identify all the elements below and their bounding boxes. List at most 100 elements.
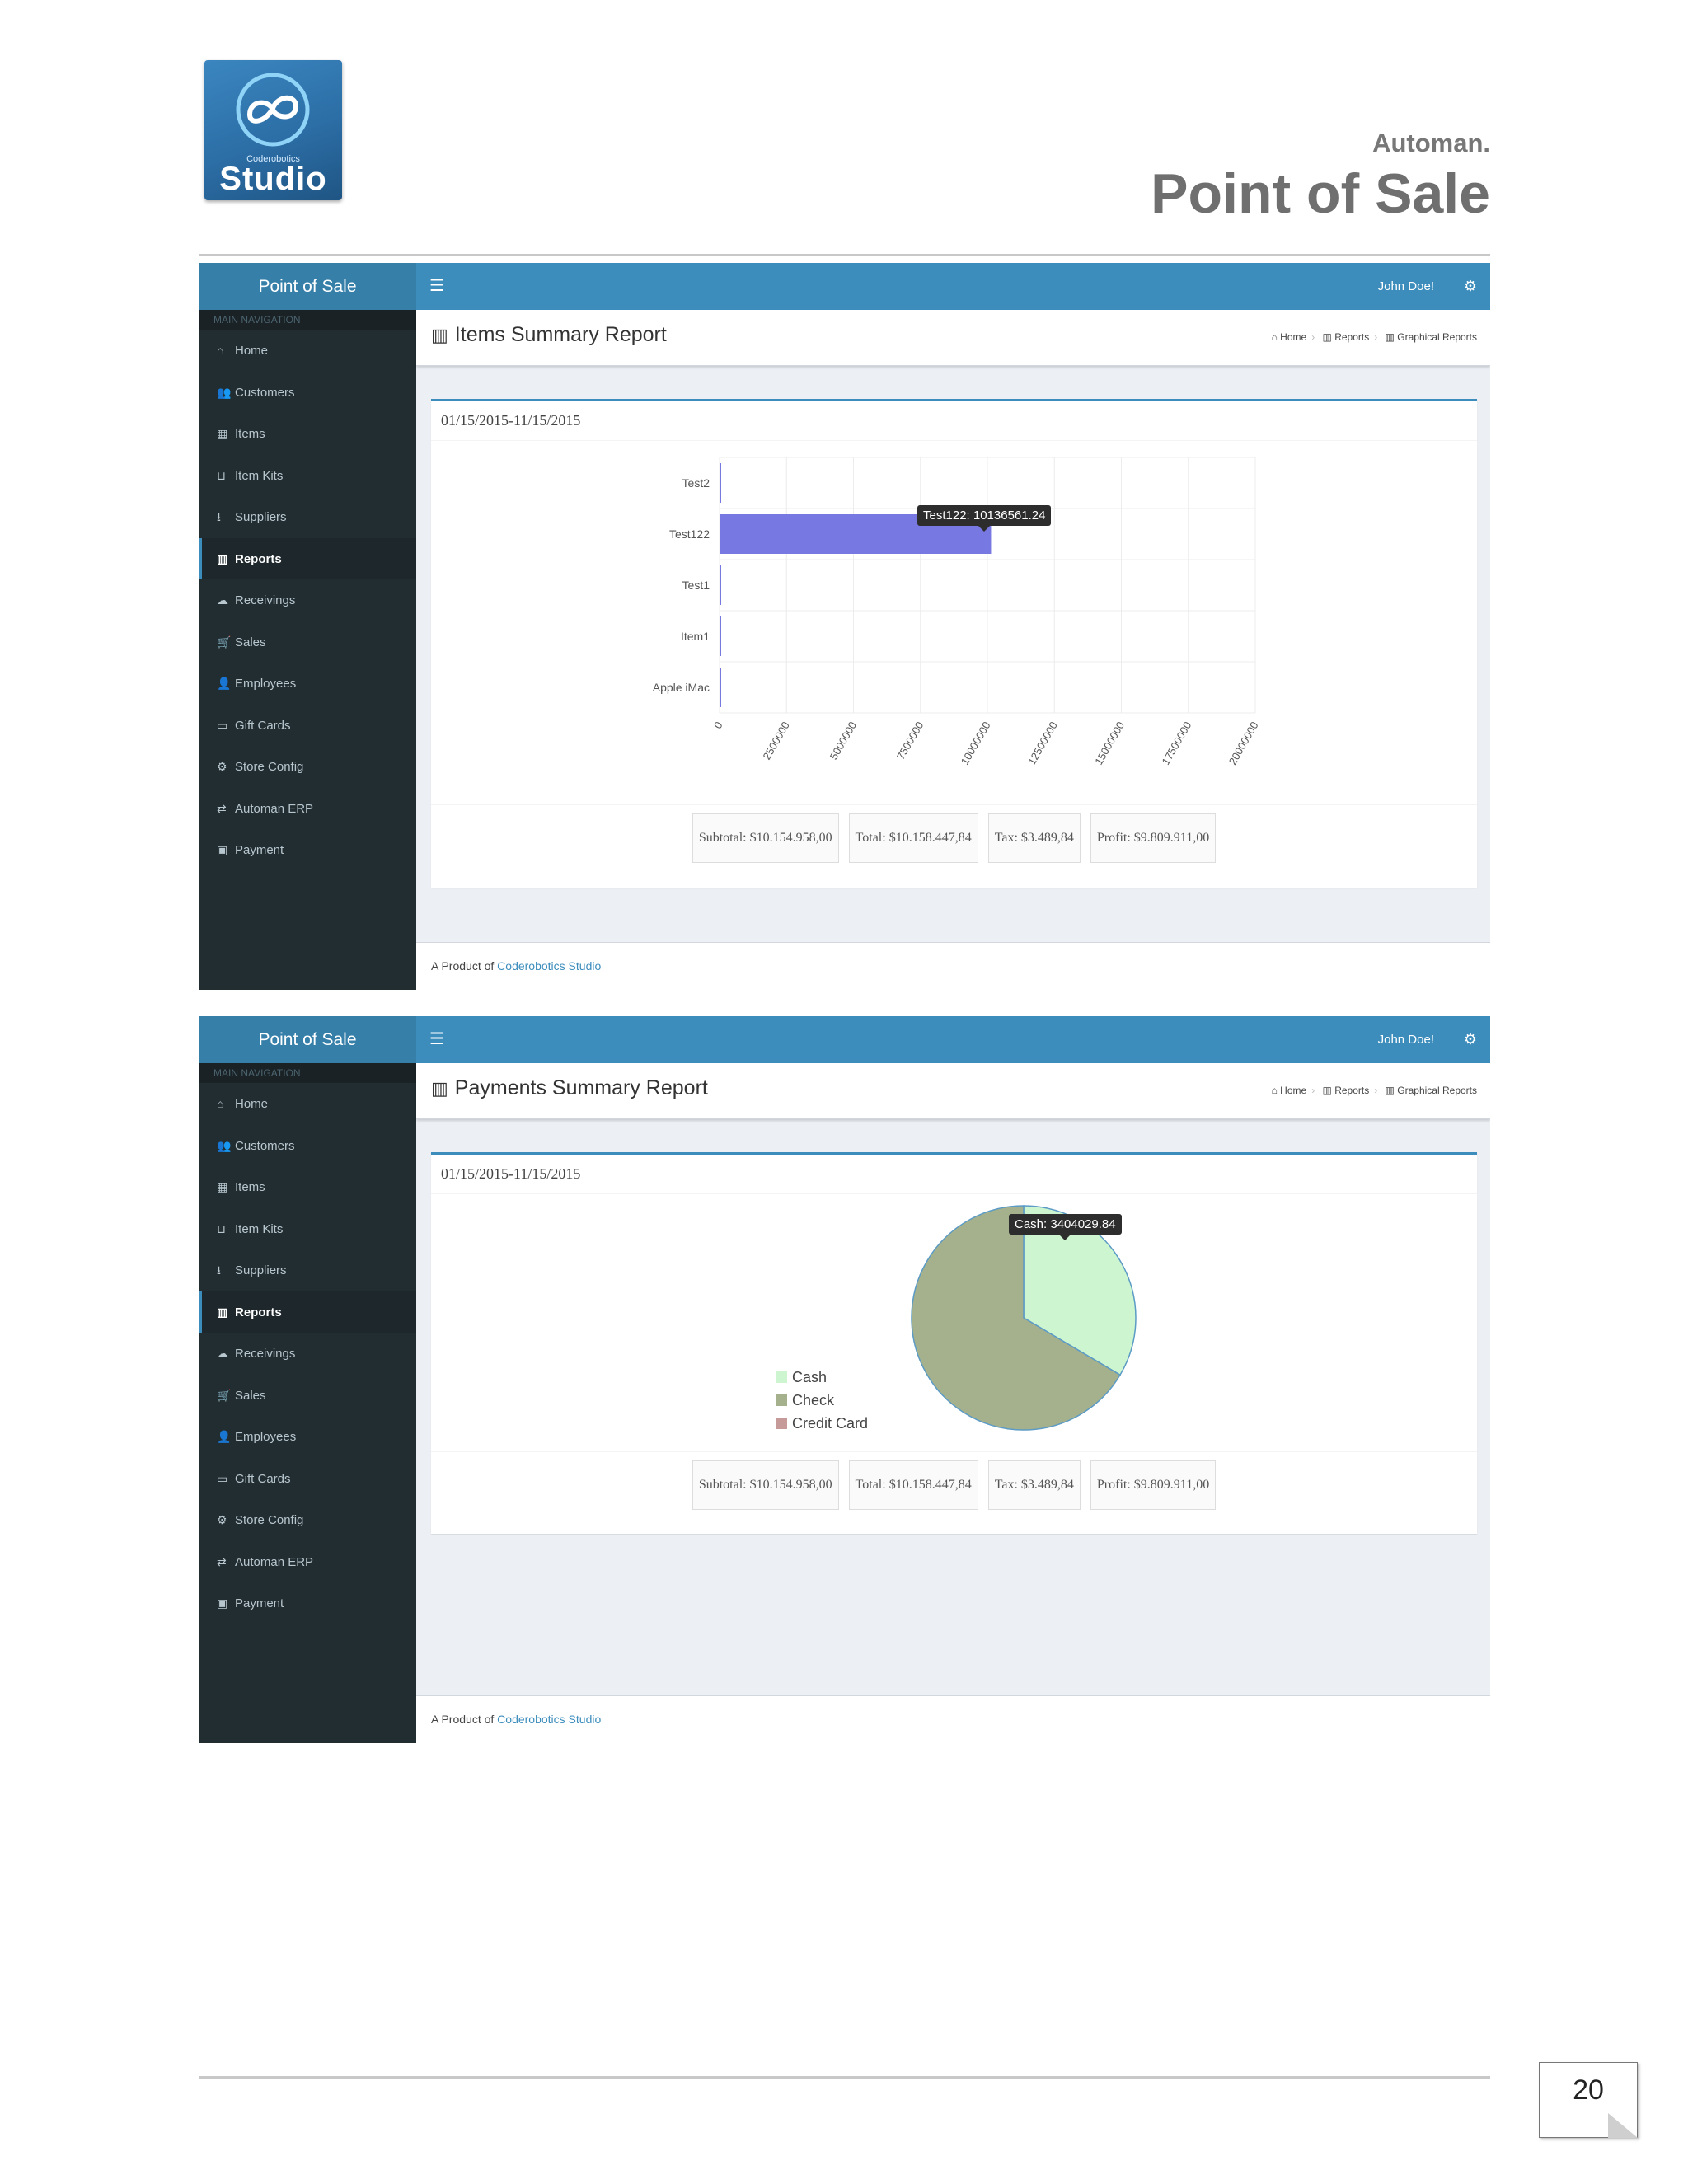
sidebar-item-reports[interactable]: ▥ Reports [199,537,416,579]
user-menu[interactable]: John Doe! [1377,279,1434,293]
sidebar-item-reports[interactable]: ▥ Reports [199,1291,416,1333]
sidebar-item-receivings[interactable]: ☁ Receivings [199,1333,416,1375]
footer-link[interactable]: Coderobotics Studio [497,959,602,972]
bar[interactable] [720,616,721,656]
sidebar-item-items[interactable]: ▦ Items [199,413,416,455]
sidebar-item-automan-erp[interactable]: ⇄ Automan ERP [199,1541,416,1583]
legend-label: Credit Card [792,1415,869,1432]
chart-tooltip: Cash: 3404029.84 [1009,1214,1122,1240]
sidebar-item-gift-cards[interactable]: ▭ Gift Cards [199,1458,416,1500]
download-icon: ⭳ [217,1263,221,1277]
sidebar-item-automan-erp[interactable]: ⇄ Automan ERP [199,788,416,830]
sidebar-item-sales[interactable]: 🛒 Sales [199,621,416,663]
pie-legend: Cash Check Credit Card [776,1366,868,1435]
credit-card-icon: ▭ [217,1471,228,1485]
home-icon: ⌂ [217,344,224,357]
sidebar-item-home[interactable]: ⌂ Home [199,1083,416,1125]
coderobotics-studio-logo: Coderobotics Studio [204,60,342,200]
sidebar-item-item-kits[interactable]: ⊔ Item Kits [199,455,416,497]
sidebar-item-items[interactable]: ▦ Items [199,1166,416,1208]
legend-label: Cash [792,1369,828,1385]
document-title: Point of Sale [1151,162,1490,225]
pie-slice[interactable] [911,1205,1122,1431]
home-icon: ⌂ [1271,331,1278,343]
breadcrumb-reports[interactable]: Reports [1334,1085,1370,1096]
money-icon: ▣ [217,843,228,856]
bar-chart-icon: ▥ [217,1305,228,1319]
sidebar-item-label: Sales [235,635,266,649]
sidebar-item-payment[interactable]: ▣ Payment [199,1582,416,1624]
exchange-icon: ⇄ [217,801,227,815]
bar[interactable] [720,565,721,605]
inbox-icon: ⊔ [217,468,226,482]
pie-slice[interactable] [1023,1205,1137,1376]
sidebar-item-payment[interactable]: ▣ Payment [199,829,416,871]
sidebar-item-suppliers[interactable]: ⭳ Suppliers [199,496,416,538]
sidebar-item-store-config[interactable]: ⚙ Store Config [199,1499,416,1541]
sidebar-item-label: Reports [235,1305,282,1319]
sidebar-item-label: Payment [235,1596,284,1610]
logo-big-text: Studio [219,161,327,197]
sidebar-item-label: Items [235,427,265,441]
user-menu[interactable]: John Doe! [1377,1033,1434,1047]
items-bar-chart: 0 2500000 5000000 7500000 10000000 12500000 15… [653,457,1261,767]
bar[interactable] [720,463,721,503]
sidebar-item-sales[interactable]: 🛒 Sales [199,1375,416,1417]
header-divider [199,254,1490,256]
legend-swatch [776,1371,787,1383]
sidebar-item-customers[interactable]: 👥 Customers [199,372,416,414]
payments-pie-chart [911,1205,1137,1431]
breadcrumb: ⌂ Home › ▥ Reports › ▥ Graphical Reports [1271,331,1477,343]
totals-bar: Subtotal: $10.154.958,00 Total: $10.158.4… [431,804,1477,871]
sidebar-item-label: Receivings [235,593,296,607]
legend-item-check: Check [776,1389,868,1412]
breadcrumb: ⌂ Home › ▥ Reports › ▥ Graphical Reports [1271,1085,1477,1096]
credit-card-icon: ▭ [217,718,228,732]
chart-tooltip: Test122: 10136561.24 [917,505,1052,532]
gears-icon[interactable]: ⚙ [1463,1031,1477,1047]
totals-bar: Subtotal: $10.154.958,00 Total: $10.158.4… [431,1451,1477,1518]
sidebar-item-item-kits[interactable]: ⊔ Item Kits [199,1208,416,1250]
brand-logo[interactable]: Point of Sale [199,1016,416,1063]
page-number-text: 20 [1573,2074,1604,2106]
footer-link[interactable]: Coderobotics Studio [497,1713,602,1726]
user-icon: 👤 [217,677,232,690]
sidebar-item-label: Store Config [235,1513,304,1527]
page-title-text: Items Summary Report [454,323,667,346]
brand-logo[interactable]: Point of Sale [199,263,416,310]
bar-chart-icon: ▥ [1385,1085,1395,1096]
date-range: 01/15/2015-11/15/2015 [431,1155,1477,1194]
sidebar-item-receivings[interactable]: ☁ Receivings [199,579,416,621]
breadcrumb-home[interactable]: Home [1280,1085,1307,1096]
page-title-text: Payments Summary Report [454,1076,708,1099]
x-tick-label: 7500000 [894,719,926,762]
sidebar-item-label: Customers [235,1138,295,1153]
breadcrumb-home[interactable]: Home [1280,331,1307,343]
menu-toggle-icon[interactable]: ☰ [429,1030,444,1048]
sidebar-item-store-config[interactable]: ⚙ Store Config [199,746,416,788]
report-box: 01/15/2015-11/15/2015 0 2500000 5000000 750… [431,399,1477,888]
menu-toggle-icon[interactable]: ☰ [429,277,444,295]
x-tick-label: 20000000 [1226,719,1261,767]
breadcrumb-reports[interactable]: Reports [1334,331,1370,343]
total-badge: Total: $10.158.447,84 [848,813,978,863]
subtotal-badge: Subtotal: $10.154.958,00 [692,813,839,863]
sidebar-item-suppliers[interactable]: ⭳ Suppliers [199,1249,416,1291]
sidebar-item-home[interactable]: ⌂ Home [199,330,416,372]
gears-icon[interactable]: ⚙ [1463,278,1477,294]
bar[interactable] [720,668,721,707]
sidebar-item-employees[interactable]: 👤 Employees [199,1416,416,1458]
sidebar-item-customers[interactable]: 👥 Customers [199,1125,416,1167]
sidebar-item-label: Automan ERP [235,801,314,816]
y-tick-label: Item1 [681,630,710,643]
sidebar-item-employees[interactable]: 👤 Employees [199,663,416,705]
sidebar-item-label: Gift Cards [235,1471,291,1486]
footer-divider [199,2076,1490,2079]
legend-swatch [776,1418,787,1429]
x-tick-label: 5000000 [828,719,859,762]
gears-icon: ⚙ [217,1513,227,1526]
content-area: ▥ Items Summary Report ⌂ Home › ▥ Reports ›… [416,310,1490,990]
sidebar-item-label: Sales [235,1388,266,1403]
sidebar-item-gift-cards[interactable]: ▭ Gift Cards [199,705,416,747]
sidebar-item-label: Reports [235,551,282,566]
